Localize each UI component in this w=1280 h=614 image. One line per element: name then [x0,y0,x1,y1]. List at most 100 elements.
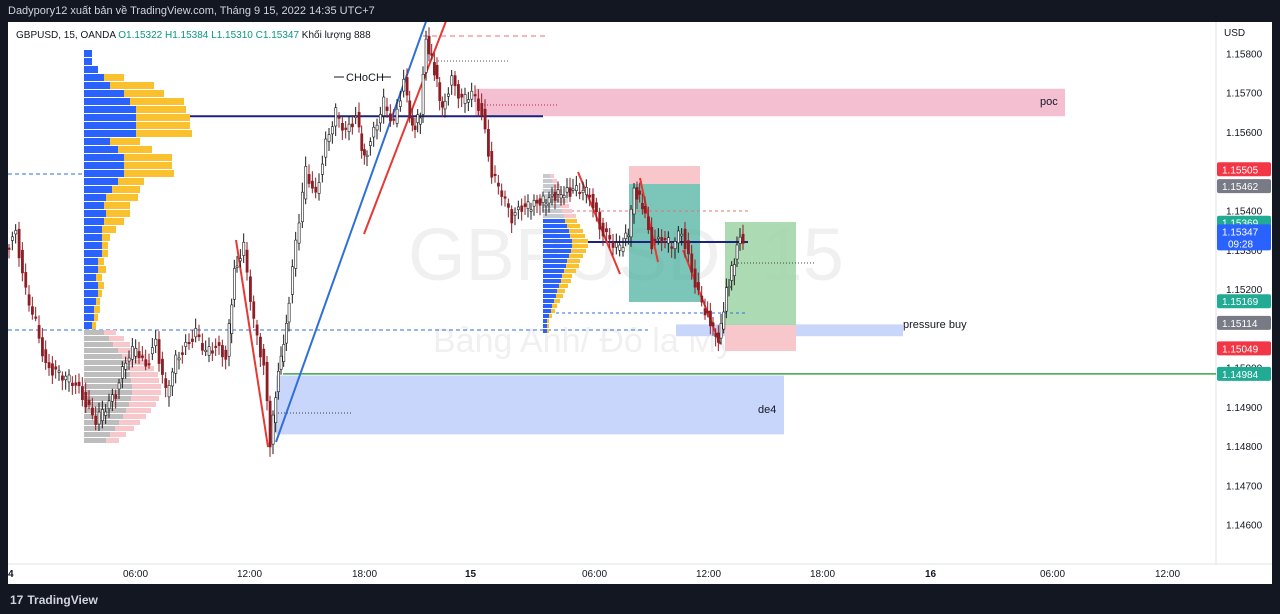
candle-body [585,186,588,196]
candle-body [638,190,642,195]
candle-body [697,282,700,291]
candle-body [510,209,514,224]
volume-bar-buy [543,204,560,208]
price-label-box [1217,224,1271,251]
volume-bar-buy [84,202,104,209]
candle-body [101,409,104,421]
price-label-value: 1.15169 [1222,297,1259,308]
candle-body [268,400,272,448]
candle-body [91,407,94,416]
candle-body [97,411,101,425]
volume-bar-buy [84,274,96,281]
volume-bar-sell [94,314,98,321]
candle-body [197,334,201,338]
volume-bar-sell [554,299,560,303]
volume-bar-history [130,372,158,377]
candle-body [535,199,539,204]
volume-bar-sell [547,329,549,333]
candle-body [733,264,736,276]
volume-bar-history [84,336,109,341]
candle-body [581,190,585,194]
legend-close: C1.15347 [253,30,300,41]
candle-body [556,189,560,195]
volume-bar-history [84,366,128,371]
time-tick-label: 18:00 [352,569,377,580]
volume-bar-buy [543,274,562,278]
candles [8,27,745,457]
tradingview-logo-icon: 17 [10,593,24,607]
volume-bar-history [84,438,106,443]
candle-body [595,202,598,213]
volume-bar-buy [84,314,94,321]
candle-body [77,381,81,386]
ohlc-legend: GBPUSD, 15, OANDA O1.15322 H1.15384 L1.1… [16,29,371,41]
candle-body [347,123,351,133]
volume-bar-sell [565,219,577,223]
volume-bar-buy [84,322,92,329]
candle-body [131,346,134,360]
time-tick-label: 12:00 [237,569,262,580]
volume-bar-buy [543,264,566,268]
candle-body [307,174,311,184]
volume-bar-buy [543,189,555,193]
price-tick-label: 1.14700 [1226,481,1263,492]
candle-body [341,122,344,131]
candle-body [279,355,283,370]
price-tick-label: 1.14800 [1226,442,1263,453]
candle-body [262,348,266,366]
volume-bar-sell [102,226,116,233]
tradingview-brand[interactable]: 17 TradingView [10,592,98,608]
volume-bar-sell [124,90,164,97]
candle-body [738,236,742,244]
volume-bar-history [84,348,118,353]
volume-bar-buy [543,314,549,318]
volume-bar-buy [543,194,557,198]
candle-body [741,233,745,244]
volume-bar-history [84,408,126,413]
candle-body [635,187,639,200]
volume-bar-history [129,402,156,407]
tradingview-brand-label: TradingView [27,593,98,607]
candle-body [111,394,114,402]
volume-bar-sell [104,74,124,81]
footer-bar: 17 TradingView [0,586,1280,614]
volume-bar-buy [84,258,98,265]
candle-body [727,285,731,289]
volume-bar-buy [543,294,556,298]
candle-body [667,237,670,244]
candle-body [360,133,364,151]
time-tick-label: 15 [465,569,477,580]
candle-body [457,84,460,99]
time-tick-label: 12:00 [696,569,721,580]
candle-body [297,222,301,244]
candle-body [304,166,308,200]
candle-body [239,258,242,262]
volume-bar-buy [543,269,564,273]
volume-bar-buy [543,209,562,213]
volume-bar-buy [543,279,561,283]
candle-body [660,237,664,244]
candle-body [34,316,38,319]
candle-body [8,247,11,250]
candle-body [408,100,412,119]
candle-body [127,357,131,362]
volume-bar-sell [561,279,571,283]
candle-body [399,100,402,107]
legend-high: H1.15384 [162,30,209,41]
volume-bar-buy [543,259,567,263]
candle-body [277,370,280,393]
volume-bar-history [110,432,126,437]
candle-body [151,347,154,355]
candle-body [450,75,454,86]
time-tick-label: 12:00 [1155,569,1180,580]
time-tick-label: 06:00 [123,569,148,580]
candle-body [187,341,191,345]
candle-body [526,201,530,209]
volume-bar-history [84,420,119,425]
long-stop-box [725,325,796,351]
candle-body [167,384,171,398]
volume-bar-sell [560,204,569,208]
volume-bar-history [132,390,161,395]
chart-frame[interactable]: GBPUSD, 15 Bảng Anh/ Đô la Mỹ CHoCH poc pres… [8,22,1272,584]
